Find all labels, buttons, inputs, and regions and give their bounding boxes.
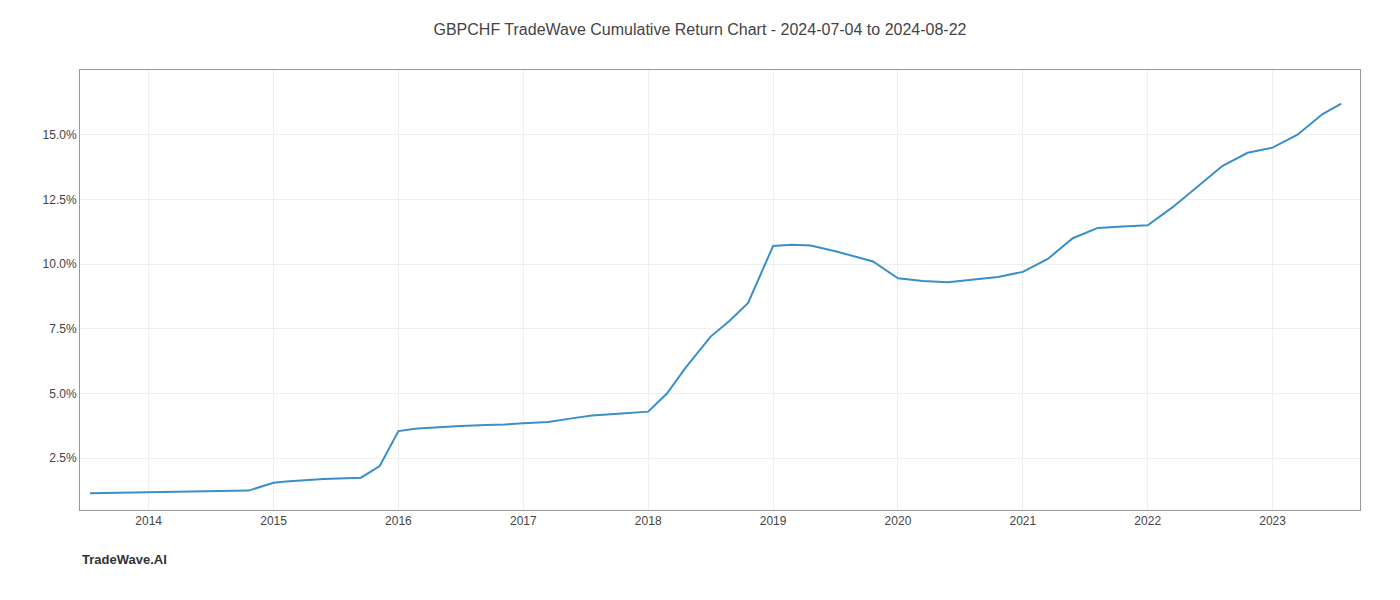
svg-text:2022: 2022 (1134, 514, 1161, 528)
svg-text:12.5%: 12.5% (43, 193, 77, 207)
svg-text:GBPCHF TradeWave Cumulative Re: GBPCHF TradeWave Cumulative Return Chart… (434, 21, 967, 38)
svg-text:2023: 2023 (1259, 514, 1286, 528)
svg-text:2020: 2020 (885, 514, 912, 528)
svg-text:10.0%: 10.0% (43, 257, 77, 271)
svg-text:5.0%: 5.0% (49, 387, 77, 401)
svg-text:7.5%: 7.5% (49, 322, 77, 336)
svg-text:2017: 2017 (510, 514, 537, 528)
svg-text:2016: 2016 (385, 514, 412, 528)
svg-text:2021: 2021 (1009, 514, 1036, 528)
svg-text:2014: 2014 (135, 514, 162, 528)
svg-text:15.0%: 15.0% (43, 128, 77, 142)
svg-text:2015: 2015 (260, 514, 287, 528)
svg-text:2.5%: 2.5% (49, 451, 77, 465)
svg-text:2018: 2018 (635, 514, 662, 528)
svg-text:TradeWave.AI: TradeWave.AI (82, 552, 167, 567)
svg-text:2019: 2019 (760, 514, 787, 528)
